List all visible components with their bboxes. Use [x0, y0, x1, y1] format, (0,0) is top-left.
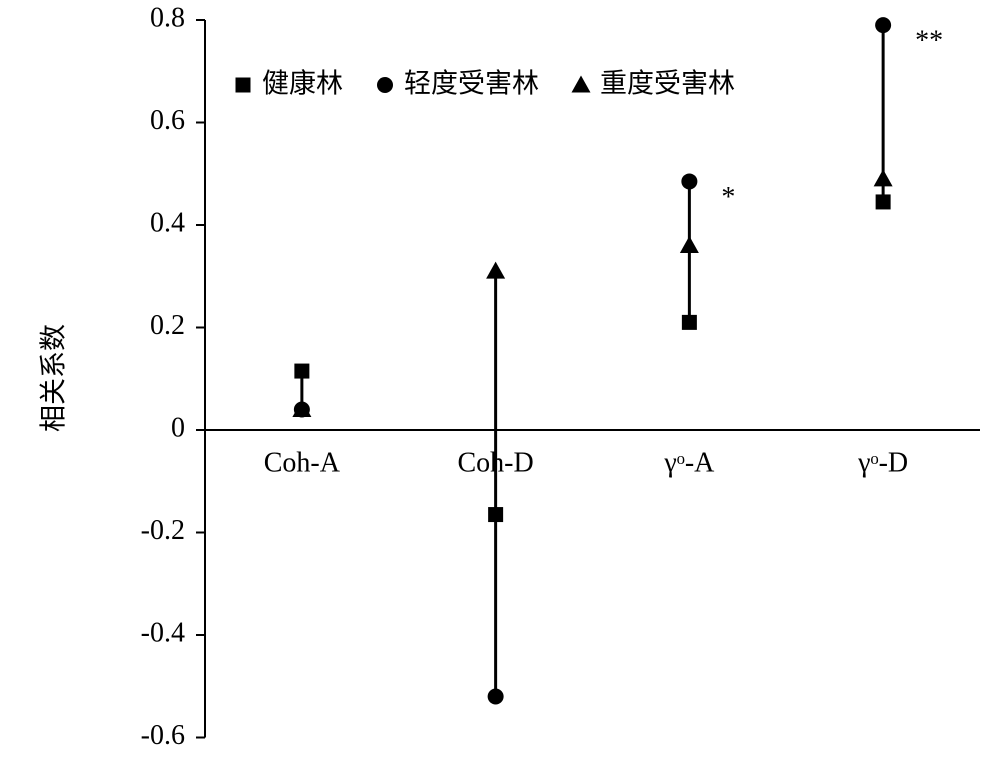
marker-square [681, 314, 697, 330]
y-tick-label: 0 [171, 412, 185, 443]
legend-marker [377, 77, 393, 93]
legend-label: 轻度受害林 [404, 69, 539, 100]
y-tick-label: 0.6 [150, 105, 185, 136]
marker-square [488, 507, 504, 523]
annotation: ** [915, 26, 943, 57]
legend-label: 重度受害林 [600, 69, 735, 100]
marker-triangle [486, 261, 506, 279]
annotation: * [721, 182, 735, 213]
marker-triangle [873, 169, 893, 187]
marker-circle [875, 17, 892, 34]
y-tick-label: 0.8 [150, 2, 185, 33]
y-tick-label: 0.4 [150, 207, 185, 238]
y-axis-label: 相关系数 [39, 324, 70, 432]
marker-triangle [292, 400, 312, 417]
marker-circle [681, 173, 698, 190]
y-tick-label: -0.2 [141, 515, 185, 546]
y-tick-label: -0.4 [141, 617, 185, 648]
y-tick-label: 0.2 [150, 310, 185, 341]
legend-marker [571, 75, 591, 93]
marker-circle [487, 688, 504, 705]
y-tick-label: -0.6 [141, 720, 185, 751]
marker-square [294, 363, 310, 379]
legend-label: 健康林 [262, 69, 343, 100]
x-tick-label: γᵒ-A [663, 447, 715, 478]
marker-triangle [679, 236, 699, 253]
legend-marker [235, 77, 251, 93]
x-tick-label: γᵒ-D [857, 447, 908, 478]
x-tick-label: Coh-A [264, 447, 341, 478]
marker-square [875, 194, 891, 210]
